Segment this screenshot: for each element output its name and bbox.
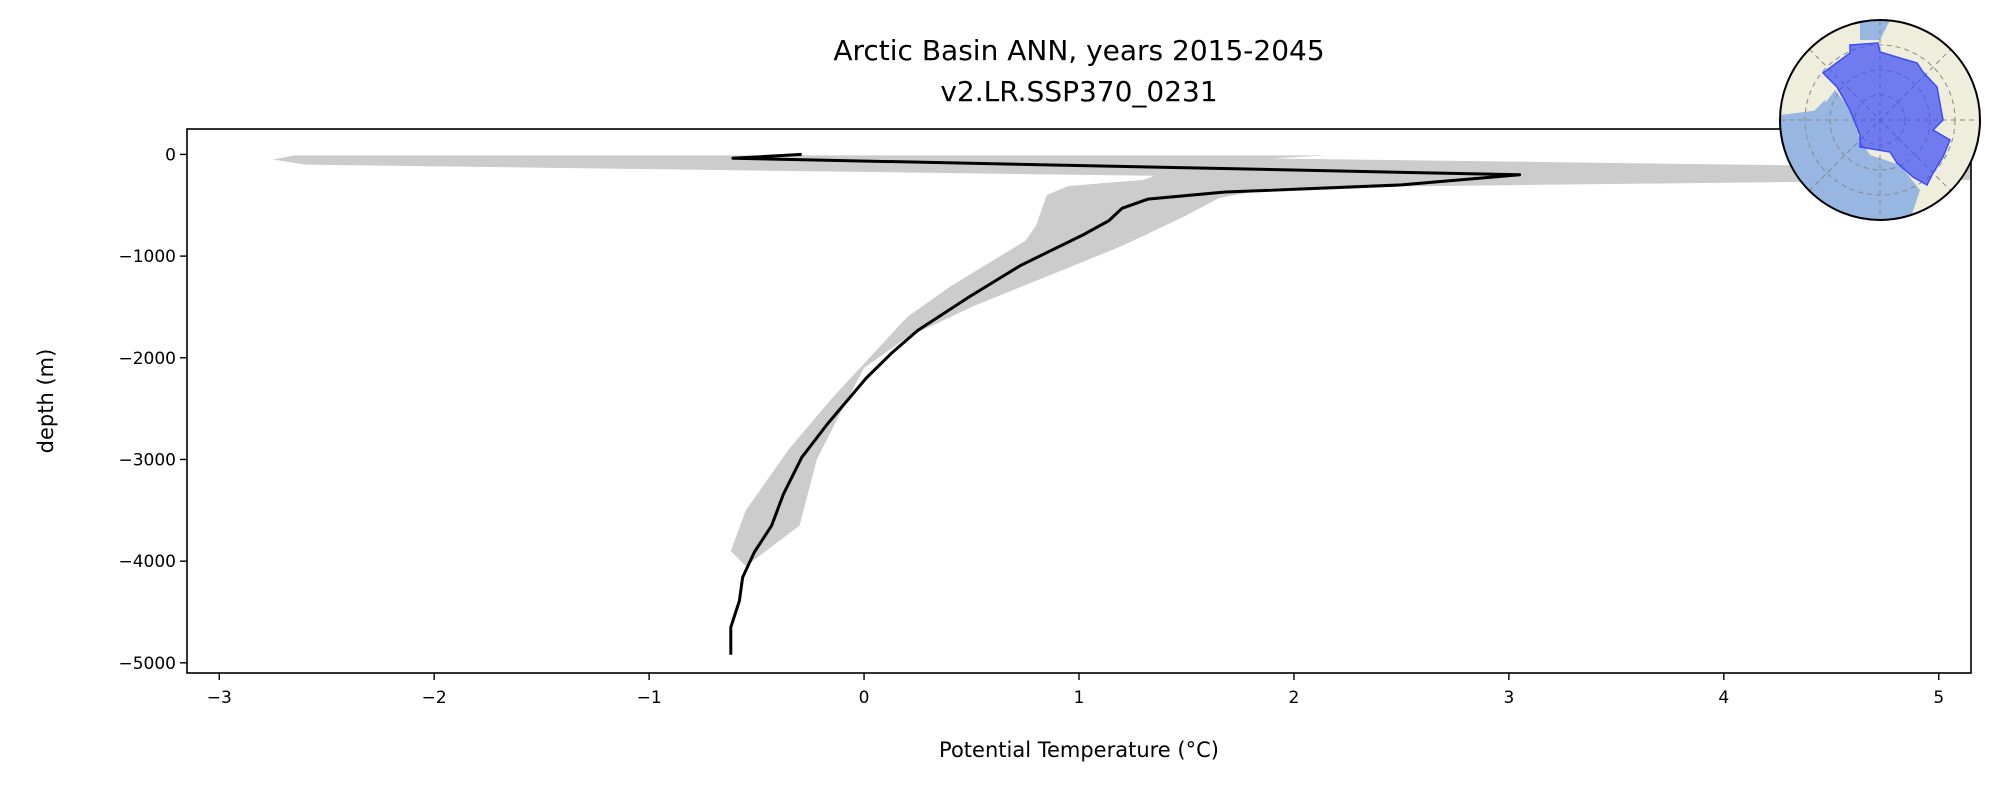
x-tick-label: 5	[1933, 688, 1944, 708]
x-tick-label: 1	[1074, 688, 1085, 708]
x-tick-label: 0	[859, 688, 870, 708]
range-band	[272, 155, 1971, 567]
y-tick-label: −1000	[118, 247, 176, 267]
plot-area	[272, 152, 1971, 655]
y-axis: 0 −1000 −2000 −3000 −4000 −5000	[118, 145, 187, 674]
ocean-area	[1860, 20, 1890, 40]
chart-subtitle: v2.LR.SSP370_0231	[940, 75, 1217, 108]
x-tick-label: 3	[1503, 688, 1514, 708]
mean-profile-line	[729, 152, 1522, 655]
y-tick-label: 0	[165, 145, 176, 165]
x-axis: −3 −2 −1 0 1 2 3 4 5	[207, 673, 1944, 708]
chart-title: Arctic Basin ANN, years 2015-2045	[833, 34, 1324, 67]
x-tick-label: −1	[637, 688, 662, 708]
y-tick-label: −3000	[118, 450, 176, 470]
x-tick-label: 2	[1289, 688, 1300, 708]
x-tick-label: −3	[207, 688, 232, 708]
region-inset-map	[1779, 19, 1981, 221]
y-tick-label: −4000	[118, 552, 176, 572]
x-tick-label: −2	[422, 688, 447, 708]
x-tick-label: 4	[1718, 688, 1729, 708]
arctic-basin-region	[1821, 42, 1951, 187]
y-tick-label: −5000	[118, 654, 176, 674]
y-tick-label: −2000	[118, 349, 176, 369]
x-axis-label: Potential Temperature (°C)	[939, 738, 1219, 762]
ocean-area	[1795, 100, 1830, 170]
y-axis-label: depth (m)	[34, 349, 58, 454]
